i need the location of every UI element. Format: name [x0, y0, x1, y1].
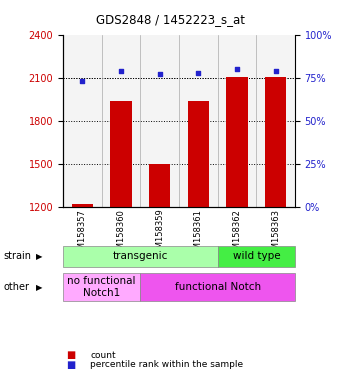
Bar [226, 77, 248, 380]
Text: transgenic: transgenic [113, 251, 168, 262]
Text: ■: ■ [66, 350, 76, 360]
Text: wild type: wild type [233, 251, 280, 262]
Text: ▶: ▶ [36, 283, 43, 291]
Bar [140, 35, 179, 207]
Bar [63, 35, 102, 207]
Bar [110, 101, 132, 380]
Bar [149, 164, 170, 380]
Point [234, 66, 240, 72]
Text: other: other [3, 282, 29, 292]
Point [80, 78, 85, 84]
Text: no functional
Notch1: no functional Notch1 [68, 276, 136, 298]
Bar [265, 77, 286, 380]
Bar [256, 35, 295, 207]
Text: percentile rank within the sample: percentile rank within the sample [90, 360, 243, 369]
Text: ▶: ▶ [36, 252, 43, 261]
Bar [102, 35, 140, 207]
Text: functional Notch: functional Notch [175, 282, 261, 292]
Bar [72, 204, 93, 380]
Text: strain: strain [3, 251, 31, 262]
Bar [218, 35, 256, 207]
Text: ■: ■ [66, 360, 76, 370]
Point [196, 70, 201, 76]
Bar [179, 35, 218, 207]
Point [118, 68, 124, 74]
Point [273, 68, 278, 74]
Text: count: count [90, 351, 116, 360]
Point [157, 71, 162, 78]
Text: GDS2848 / 1452223_s_at: GDS2848 / 1452223_s_at [96, 13, 245, 26]
Bar [188, 101, 209, 380]
